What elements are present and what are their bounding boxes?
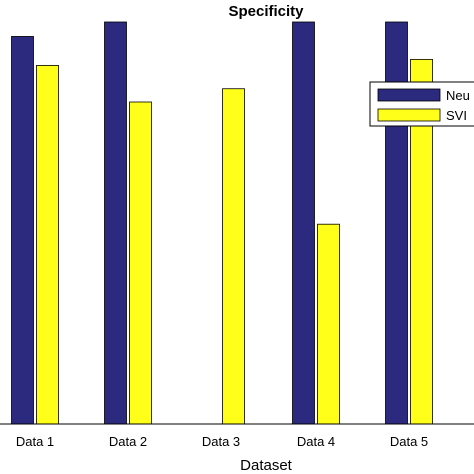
x-tick-label-4: Data 4 — [297, 434, 335, 449]
legend: Neu SVI — [369, 81, 474, 127]
x-tick-labels: Data 1 Data 2 Data 3 Data 4 Data 5 — [16, 434, 428, 449]
bar-svi-1 — [36, 65, 59, 425]
legend-swatch-svi — [377, 108, 441, 122]
bar-neu-4 — [292, 21, 315, 425]
bar-neu-1 — [11, 36, 34, 425]
chart-title: Specificity — [228, 3, 304, 20]
x-tick-label-3: Data 3 — [202, 434, 240, 449]
x-tick-label-2: Data 2 — [109, 434, 147, 449]
legend-label-neu: Neu — [446, 88, 470, 103]
x-tick-label-1: Data 1 — [16, 434, 54, 449]
bar-svi-2 — [129, 101, 152, 425]
x-axis-label: Dataset — [240, 457, 293, 474]
x-tick-label-5: Data 5 — [390, 434, 428, 449]
bars-group — [11, 21, 433, 425]
bar-svi-4 — [317, 223, 340, 425]
legend-label-svi: SVI — [446, 108, 467, 123]
legend-swatch-neu — [377, 88, 441, 102]
bar-svi-3 — [222, 88, 245, 425]
bar-neu-2 — [104, 21, 127, 425]
